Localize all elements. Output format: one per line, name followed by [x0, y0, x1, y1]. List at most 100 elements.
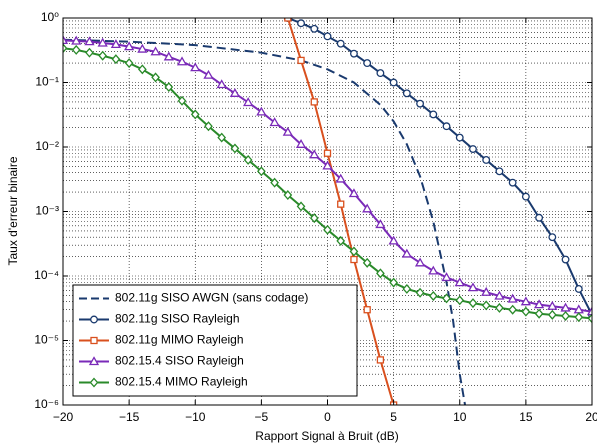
x-tick-label: −20 [53, 410, 74, 424]
data-point [190, 109, 200, 120]
data-point [401, 248, 412, 258]
data-point [111, 54, 121, 65]
data-point [297, 56, 305, 65]
data-point [481, 300, 491, 311]
data-point [561, 255, 570, 264]
series-layer [63, 18, 592, 405]
data-point [495, 167, 504, 176]
data-point [348, 188, 360, 198]
data-point [547, 309, 557, 320]
y-tick-label: 10⁻⁵ [34, 333, 59, 347]
data-point [297, 19, 305, 28]
data-point [350, 255, 358, 264]
data-point [243, 154, 253, 165]
legend-box [72, 284, 358, 397]
data-point [310, 98, 318, 106]
data-point [586, 306, 592, 316]
data-point [203, 69, 214, 79]
data-point [269, 117, 280, 127]
data-point [283, 190, 293, 201]
data-point [547, 300, 558, 310]
data-point [323, 224, 332, 235]
data-point [256, 106, 267, 116]
data-point [310, 24, 319, 33]
data-point [216, 79, 227, 89]
data-point [151, 72, 160, 83]
data-point [296, 201, 306, 212]
data-point [362, 203, 373, 213]
data-point [217, 132, 227, 143]
data-point [229, 87, 241, 97]
x-tick-label: 5 [390, 410, 397, 424]
data-point [284, 18, 292, 22]
legend: 802.11g SISO AWGN (sans codage) 802.11g S… [72, 284, 358, 397]
data-point [71, 44, 81, 55]
data-point [243, 97, 254, 107]
data-point [98, 50, 108, 61]
data-point [441, 272, 452, 282]
data-point [561, 310, 570, 321]
data-point [442, 293, 451, 304]
x-tick-label: 10 [453, 410, 467, 424]
data-point [520, 296, 531, 306]
data-point [560, 302, 571, 312]
data-point [309, 149, 320, 159]
data-point [322, 160, 333, 170]
data-point [507, 293, 518, 303]
data-point [337, 200, 345, 208]
legend-label: 802.11g SISO Rayleigh [115, 312, 240, 326]
data-point [230, 143, 240, 154]
legend-marker [90, 315, 98, 324]
data-point [270, 177, 279, 188]
data-point [150, 46, 161, 56]
data-point [521, 192, 530, 201]
data-point [481, 286, 492, 296]
legend-marker [89, 377, 99, 388]
data-point [454, 277, 465, 287]
data-point [414, 257, 426, 267]
data-point [350, 49, 358, 58]
x-tick-label: 0 [324, 410, 331, 424]
data-point [508, 178, 517, 187]
data-point [363, 59, 372, 68]
data-point [164, 82, 174, 93]
data-point [429, 110, 438, 119]
data-point [84, 36, 95, 46]
data-point [137, 43, 148, 53]
data-point [309, 213, 319, 224]
axes: −20 −15 −10 −5 0 5 10 15 20 10⁻⁶ 10⁻⁵ 10⁻⁴ 10⁻³ 10⁻² 1… [34, 10, 597, 424]
y-tick-label: 10⁰ [41, 10, 59, 24]
data-point [323, 149, 332, 157]
data-point [389, 78, 398, 87]
data-point [363, 306, 371, 314]
y-tick-label: 10⁻¹ [35, 75, 59, 89]
data-point [177, 95, 187, 106]
x-tick-label: 20 [585, 410, 597, 424]
data-point [71, 35, 82, 45]
data-point [336, 235, 346, 246]
data-point [282, 126, 293, 136]
data-point [63, 35, 69, 45]
x-tick-label: −5 [255, 410, 269, 424]
y-tick-label: 10⁻³ [35, 204, 59, 218]
data-point [533, 299, 545, 309]
data-point [428, 265, 439, 275]
data-point [428, 290, 438, 301]
y-axis-label: Taux d'erreur binaire [6, 156, 20, 265]
data-point [482, 155, 491, 164]
data-point [402, 283, 412, 294]
legend-label: 802.15.4 SISO Rayleigh [115, 354, 244, 368]
data-point [336, 39, 345, 48]
data-point [362, 257, 372, 268]
data-point [190, 62, 201, 72]
data-point [455, 133, 464, 142]
data-point [124, 58, 134, 69]
data-point [85, 47, 94, 58]
data-point [574, 284, 583, 293]
data-point [468, 298, 478, 309]
data-point [97, 37, 108, 47]
data-point [469, 145, 477, 153]
data-point [389, 277, 398, 288]
data-point [375, 219, 386, 229]
